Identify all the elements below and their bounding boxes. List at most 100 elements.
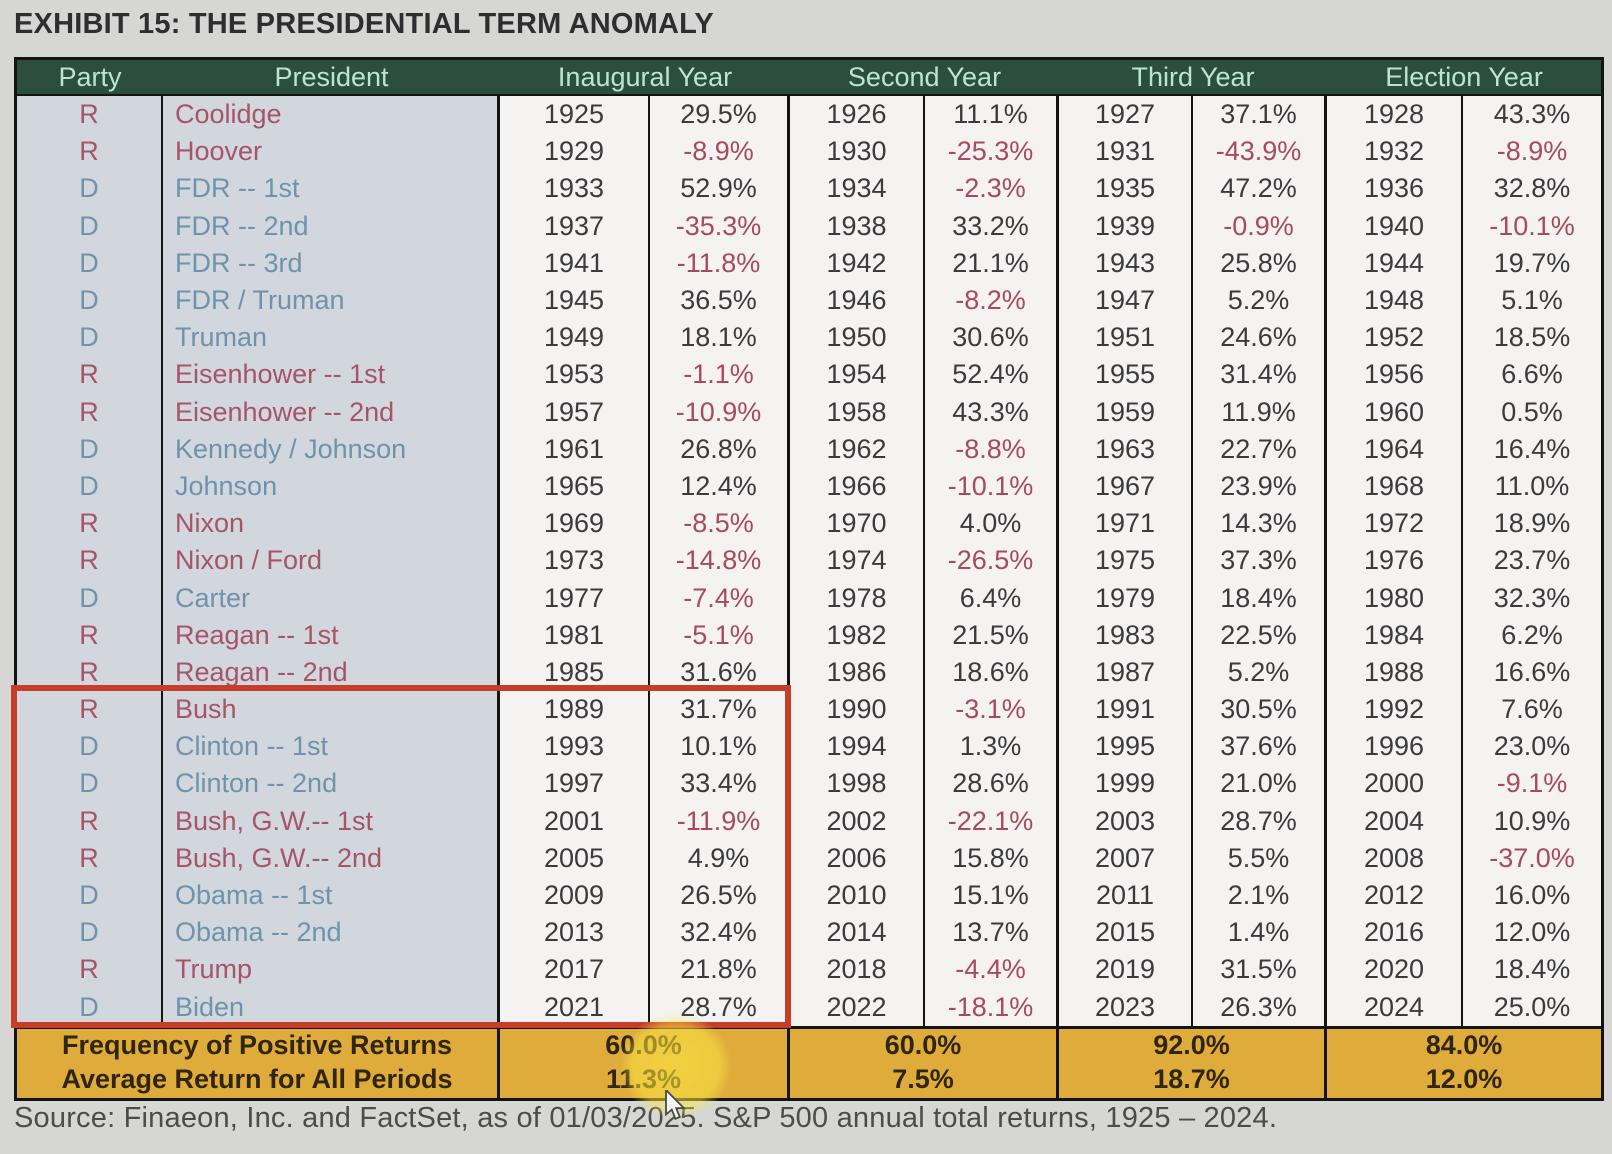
return-cell: -37.0% [1463, 839, 1601, 877]
return-cell: 32.4% [650, 914, 790, 952]
return-cell: -11.8% [650, 244, 790, 282]
return-cell: 11.9% [1193, 393, 1327, 431]
year-cell: 2019 [1059, 951, 1193, 989]
year-cell: 2008 [1327, 839, 1463, 877]
year-cell: 1970 [790, 505, 925, 543]
year-cell: 1939 [1059, 207, 1193, 245]
return-cell: 30.5% [1193, 691, 1327, 729]
year-cell: 1993 [500, 728, 650, 766]
year-cell: 1942 [790, 244, 925, 282]
year-cell: 1952 [1327, 319, 1463, 357]
year-cell: 1947 [1059, 281, 1193, 320]
return-cell: -10.1% [925, 467, 1059, 506]
party-cell: D [17, 170, 163, 208]
year-cell: 1965 [500, 467, 650, 506]
year-cell: 2005 [500, 839, 650, 877]
year-cell: 2009 [500, 876, 650, 915]
return-cell: 10.9% [1463, 802, 1601, 840]
president-cell: Trump [163, 951, 500, 989]
president-cell: Coolidge [163, 96, 500, 134]
party-cell: R [17, 839, 163, 877]
column-header: Party [17, 60, 163, 96]
year-cell: 1943 [1059, 244, 1193, 282]
party-cell: D [17, 281, 163, 320]
return-cell: 28.6% [925, 765, 1059, 803]
year-cell: 2012 [1327, 876, 1463, 915]
president-cell: FDR -- 2nd [163, 207, 500, 245]
return-cell: -10.1% [1463, 207, 1601, 245]
year-cell: 1946 [790, 281, 925, 320]
return-cell: 22.5% [1193, 616, 1327, 654]
party-cell: D [17, 988, 163, 1026]
return-cell: 22.7% [1193, 430, 1327, 468]
summary-value: 7.5% [790, 1061, 1059, 1098]
return-cell: -22.1% [925, 802, 1059, 840]
year-cell: 1927 [1059, 96, 1193, 134]
return-cell: 37.3% [1193, 542, 1327, 580]
return-cell: 18.1% [650, 319, 790, 357]
return-cell: 26.5% [650, 876, 790, 915]
party-cell: R [17, 96, 163, 134]
return-cell: 31.7% [650, 691, 790, 729]
return-cell: 1.3% [925, 728, 1059, 766]
return-cell: 23.7% [1463, 542, 1601, 580]
return-cell: 52.9% [650, 170, 790, 208]
return-cell: 28.7% [650, 988, 790, 1026]
president-cell: Eisenhower -- 2nd [163, 393, 500, 431]
return-cell: 28.7% [1193, 802, 1327, 840]
year-cell: 1994 [790, 728, 925, 766]
president-cell: Kennedy / Johnson [163, 430, 500, 468]
year-cell: 1977 [500, 579, 650, 617]
return-cell: 21.1% [925, 244, 1059, 282]
year-cell: 2000 [1327, 765, 1463, 803]
president-cell: Carter [163, 579, 500, 617]
party-cell: D [17, 765, 163, 803]
return-cell: 15.1% [925, 876, 1059, 915]
year-cell: 1949 [500, 319, 650, 357]
return-cell: 11.1% [925, 96, 1059, 134]
return-cell: 25.0% [1463, 988, 1601, 1026]
return-cell: 31.6% [650, 653, 790, 691]
summary-value: 92.0% [1059, 1025, 1327, 1062]
party-cell: D [17, 914, 163, 952]
return-cell: 18.5% [1463, 319, 1601, 357]
summary-value: 11.3% [500, 1061, 790, 1098]
year-cell: 1976 [1327, 542, 1463, 580]
return-cell: 0.5% [1463, 393, 1601, 431]
return-cell: 16.6% [1463, 653, 1601, 691]
return-cell: -2.3% [925, 170, 1059, 208]
return-cell: -8.9% [650, 133, 790, 171]
return-cell: 1.4% [1193, 914, 1327, 952]
year-cell: 2023 [1059, 988, 1193, 1026]
return-cell: 33.4% [650, 765, 790, 803]
exhibit-title: EXHIBIT 15: THE PRESIDENTIAL TERM ANOMAL… [14, 8, 714, 40]
party-cell: D [17, 207, 163, 245]
return-cell: 19.7% [1463, 244, 1601, 282]
president-cell: Reagan -- 1st [163, 616, 500, 654]
return-cell: 6.6% [1463, 356, 1601, 394]
year-cell: 2010 [790, 876, 925, 915]
summary-label: Average Return for All Periods [17, 1061, 500, 1098]
year-cell: 1973 [500, 542, 650, 580]
return-cell: 43.3% [1463, 96, 1601, 134]
year-cell: 1979 [1059, 579, 1193, 617]
year-cell: 1935 [1059, 170, 1193, 208]
return-cell: 12.4% [650, 467, 790, 506]
party-cell: R [17, 356, 163, 394]
year-cell: 1928 [1327, 96, 1463, 134]
return-cell: 5.2% [1193, 653, 1327, 691]
year-cell: 1968 [1327, 467, 1463, 506]
return-cell: 5.1% [1463, 281, 1601, 320]
return-cell: 37.6% [1193, 728, 1327, 766]
year-cell: 1984 [1327, 616, 1463, 654]
year-cell: 2017 [500, 951, 650, 989]
return-cell: -3.1% [925, 691, 1059, 729]
party-cell: R [17, 653, 163, 691]
return-cell: -10.9% [650, 393, 790, 431]
party-cell: R [17, 133, 163, 171]
president-cell: Johnson [163, 467, 500, 506]
return-cell: 16.0% [1463, 876, 1601, 915]
year-cell: 1975 [1059, 542, 1193, 580]
return-cell: -26.5% [925, 542, 1059, 580]
summary-label: Frequency of Positive Returns [17, 1025, 500, 1062]
